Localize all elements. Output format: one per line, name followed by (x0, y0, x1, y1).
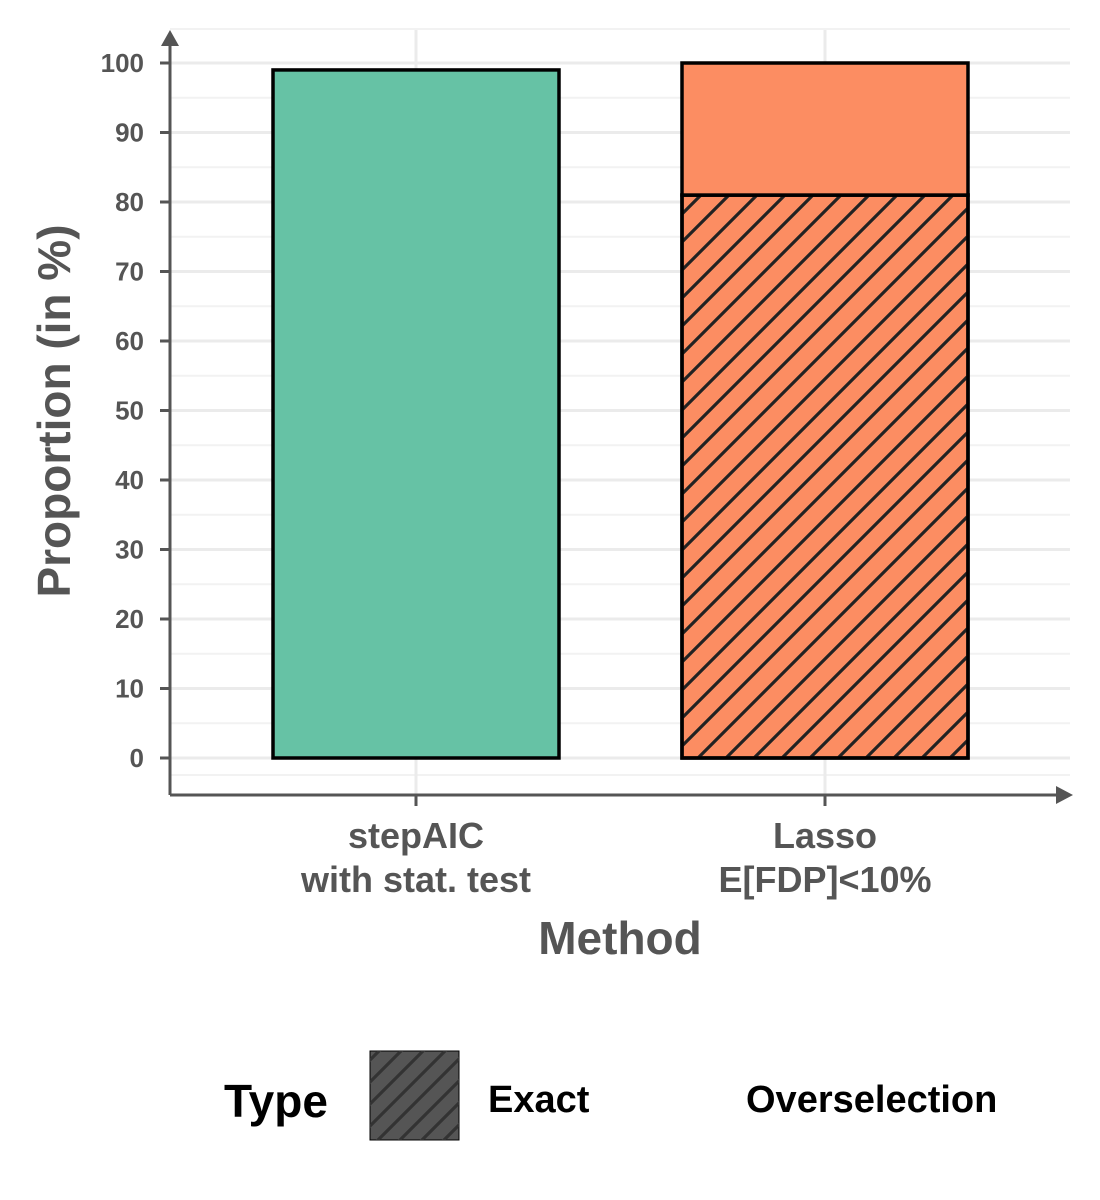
y-tick-label: 90 (115, 118, 144, 148)
x-tick-label: Lasso E[FDP]<10% (718, 815, 931, 900)
legend-label-exact: Exact (488, 1079, 590, 1121)
legend-label-overselection: Overselection (746, 1079, 997, 1121)
legend: Type Exact Overselection (224, 1050, 997, 1141)
legend-title: Type (224, 1075, 328, 1127)
y-ticks: 0 10 20 30 40 50 60 70 80 90 100 (101, 48, 170, 773)
x-tick-label: stepAIC with stat. test (300, 815, 531, 900)
y-tick-label: 10 (115, 674, 144, 704)
bars (271, 61, 970, 760)
legend-swatch-exact-hatch (370, 1051, 459, 1140)
y-tick-label: 60 (115, 326, 144, 356)
y-tick-label: 20 (115, 604, 144, 634)
x-axis-title: Method (538, 912, 702, 964)
bar-overselection-2 (680, 61, 970, 197)
y-tick-label: 50 (115, 396, 144, 426)
bar-overselection-1 (271, 68, 561, 760)
axes (161, 30, 1073, 804)
y-tick-label: 0 (130, 743, 144, 773)
x-ticks: stepAIC with stat. test Lasso E[FDP]<10% (300, 795, 932, 900)
y-axis-title: Proportion (in %) (28, 224, 80, 597)
y-tick-label: 30 (115, 535, 144, 565)
y-tick-label: 80 (115, 187, 144, 217)
y-tick-label: 40 (115, 465, 144, 495)
y-tick-label: 100 (101, 48, 144, 78)
bar-exact-2-hatch (683, 196, 967, 757)
y-tick-label: 70 (115, 257, 144, 287)
y-axis-arrow-icon (161, 30, 179, 46)
x-axis-arrow-icon (1056, 786, 1073, 804)
